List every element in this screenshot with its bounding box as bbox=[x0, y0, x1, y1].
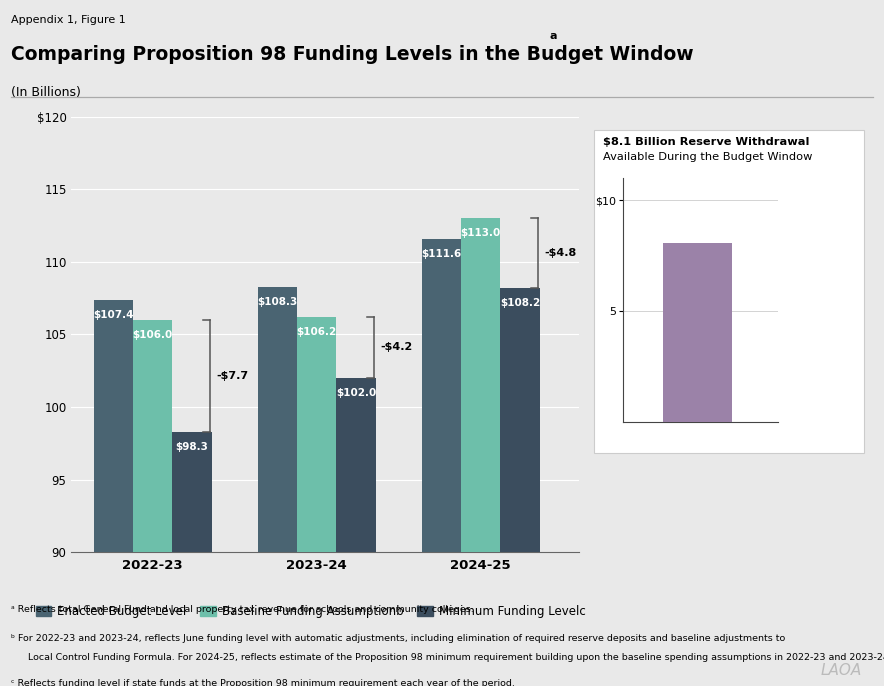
Text: $106.2: $106.2 bbox=[296, 327, 337, 337]
Text: ᶜ Reflects funding level if state funds at the Proposition 98 minimum requiremen: ᶜ Reflects funding level if state funds … bbox=[11, 679, 515, 686]
Text: -$4.8: -$4.8 bbox=[545, 248, 577, 258]
Bar bbox=[172, 431, 212, 552]
Text: (In Billions): (In Billions) bbox=[11, 86, 81, 99]
Text: $113.0: $113.0 bbox=[461, 228, 500, 239]
Text: Appendix 1, Figure 1: Appendix 1, Figure 1 bbox=[11, 15, 126, 25]
Bar bbox=[257, 287, 297, 552]
Bar bbox=[422, 239, 461, 552]
Bar bbox=[133, 320, 172, 552]
Text: Local Control Funding Formula. For 2024-25, reflects estimate of the Proposition: Local Control Funding Formula. For 2024-… bbox=[28, 653, 884, 662]
Bar bbox=[297, 317, 336, 552]
Text: ᵃ Reflects total General Fund and local property tax revenue for schools and com: ᵃ Reflects total General Fund and local … bbox=[11, 605, 474, 614]
Text: ᵇ For 2022-23 and 2023-24, reflects June funding level with automatic adjustment: ᵇ For 2022-23 and 2023-24, reflects June… bbox=[11, 634, 786, 643]
Text: -$7.7: -$7.7 bbox=[217, 371, 248, 381]
Text: $98.3: $98.3 bbox=[176, 442, 209, 452]
Text: -$4.2: -$4.2 bbox=[381, 342, 413, 353]
Bar bbox=[500, 288, 539, 552]
Bar bbox=[461, 218, 500, 552]
Text: LAOA: LAOA bbox=[820, 663, 862, 678]
Bar bbox=[663, 243, 731, 422]
Text: $106.0: $106.0 bbox=[133, 330, 173, 340]
Text: $8.1 Billion Reserve Withdrawal: $8.1 Billion Reserve Withdrawal bbox=[603, 137, 810, 147]
Text: a: a bbox=[550, 31, 557, 41]
Bar bbox=[336, 378, 376, 552]
Text: $102.0: $102.0 bbox=[336, 388, 377, 398]
Text: Available During the Budget Window: Available During the Budget Window bbox=[603, 152, 812, 163]
Text: Comparing Proposition 98 Funding Levels in the Budget Window: Comparing Proposition 98 Funding Levels … bbox=[11, 45, 694, 64]
Text: $107.4: $107.4 bbox=[93, 310, 133, 320]
Text: $108.3: $108.3 bbox=[257, 296, 297, 307]
Bar bbox=[94, 300, 133, 552]
Legend: Enacted Budget Level, Baseline Funding Assumptionb, Minimum Funding Levelc: Enacted Budget Level, Baseline Funding A… bbox=[31, 600, 590, 623]
Text: $111.6: $111.6 bbox=[421, 249, 461, 259]
Text: $108.2: $108.2 bbox=[499, 298, 540, 308]
